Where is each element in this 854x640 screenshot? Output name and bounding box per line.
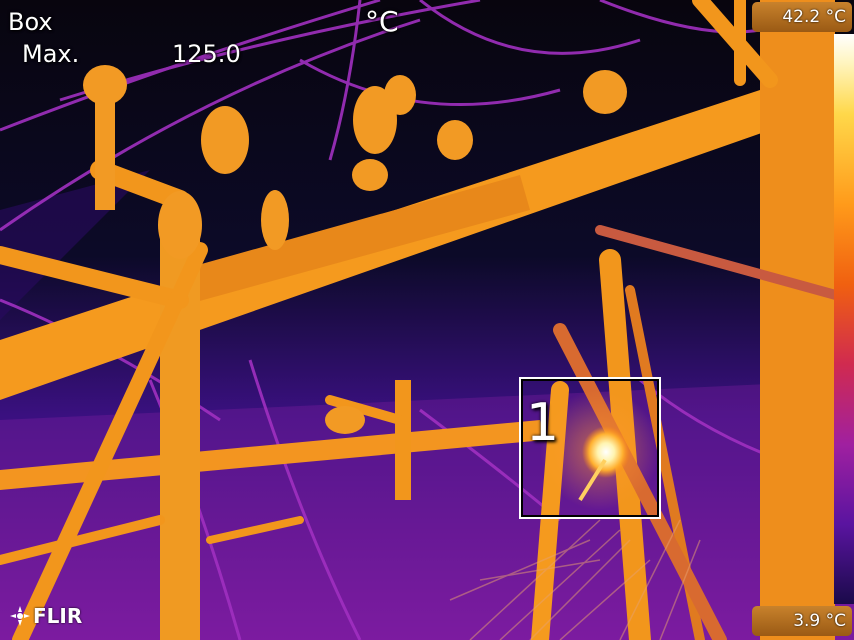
temperature-unit: °C xyxy=(365,5,399,38)
flir-logo-icon xyxy=(10,606,30,626)
scale-min-temperature: 3.9 °C xyxy=(752,606,852,636)
flir-logo: FLIR xyxy=(10,604,82,628)
measurement-type-label: Max. xyxy=(22,40,80,68)
flir-logo-text: FLIR xyxy=(33,604,83,628)
measurement-box[interactable] xyxy=(519,377,661,519)
measurement-mode-label: Box xyxy=(8,8,53,36)
scale-max-temperature: 42.2 °C xyxy=(752,2,852,32)
measurement-box-number: 1 xyxy=(526,393,560,453)
color-scale-bar xyxy=(834,34,854,604)
measurement-value: 125.0 xyxy=(172,40,241,68)
